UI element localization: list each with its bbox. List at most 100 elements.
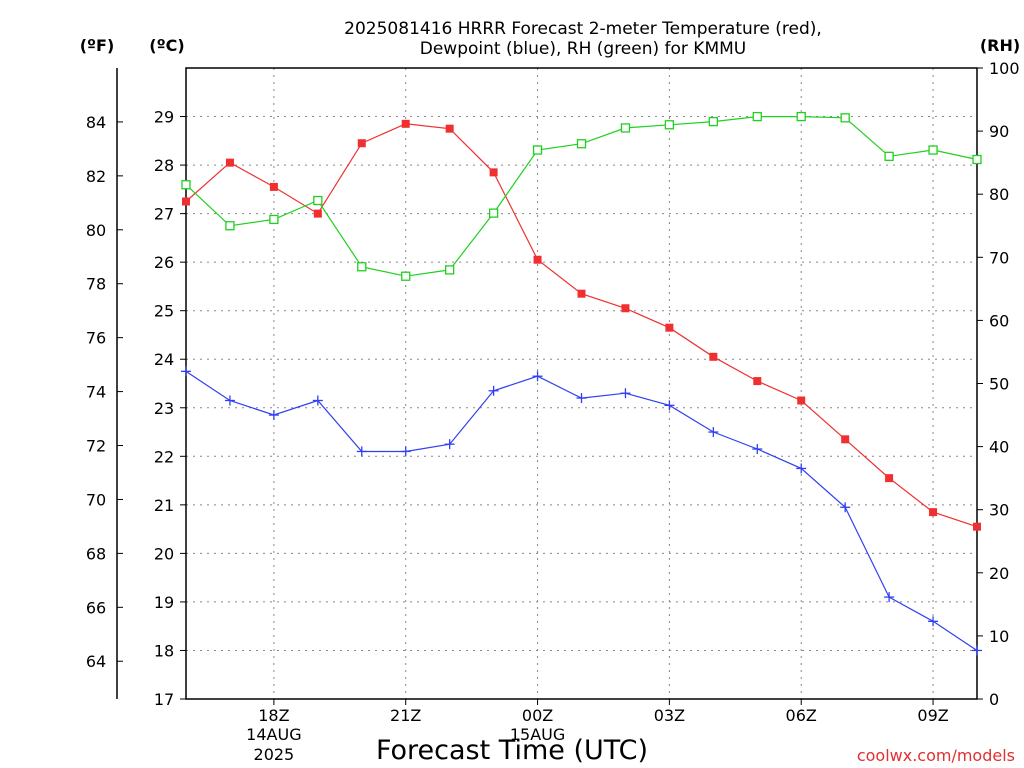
rh-point [840,113,850,123]
rh-tick-label: 20 [989,564,1009,583]
dewpoint-point [928,616,939,627]
rh-point [708,116,718,127]
dewpoint-point [620,388,631,399]
chart-subtitle: Dewpoint (blue), RH (green) for KMMU [420,39,747,59]
rh-point [225,221,235,231]
tick-labels: 17 18 19 20 21 22 23 24 25 26 27 28 29 64 66 68 70 72 74 76… [86,59,1020,764]
rh-point [488,208,499,218]
x-tick-label: 21Z [390,706,421,725]
rh-tick-label: 10 [989,627,1009,646]
axes [116,67,978,700]
temperature-point [577,289,586,298]
rh-point [752,111,762,122]
temperature-point [533,255,542,264]
rh-tick-label: 30 [989,501,1009,520]
temperature-point [401,119,410,128]
temperature-point [841,435,850,444]
dewpoint-point [972,645,982,656]
celsius-tick-label: 24 [154,350,174,369]
temperature-point [885,474,894,483]
fahrenheit-tick-label: 66 [86,598,106,617]
rh-point [181,180,191,190]
rh-tick-label: 0 [989,690,999,709]
dewpoint-point [884,592,895,603]
celsius-tick-label: 19 [154,593,174,612]
temperature-point [973,522,981,531]
temperature-point [621,304,630,313]
celsius-tick-label: 26 [154,253,174,272]
temperature-point [225,158,234,167]
rh-point [401,271,411,281]
dewpoint-point [796,463,807,474]
x-tick-label: 09Z [917,706,948,725]
fahrenheit-tick-label: 80 [86,221,106,240]
rh-axis-label: (RH) [980,36,1020,55]
dewpoint-point [576,393,587,404]
temperature-line [185,123,978,528]
rh-point [884,151,894,161]
dewpoint-point [664,400,675,411]
celsius-tick-label: 21 [154,496,174,515]
x-tick-label: 06Z [786,706,817,725]
celsius-tick-label: 22 [154,447,174,466]
x-tick-date: 14AUG [246,725,301,744]
dewpoint-point [400,446,411,457]
fahrenheit-tick-label: 78 [86,275,106,294]
rh-point [972,154,982,165]
watermark: coolwx.com/models [857,746,1015,765]
rh-tick-label: 50 [989,375,1009,394]
rh-tick-label: 80 [989,185,1009,204]
dewpoint-point [312,395,323,406]
temperature-point [357,139,366,148]
fahrenheit-tick-label: 74 [86,383,106,402]
x-tick-label: 00Z [522,706,553,725]
dewpoint-point [708,427,719,438]
fahrenheit-tick-label: 68 [86,544,106,563]
dewpoint-point [752,444,763,455]
plot-frame [185,67,978,700]
fahrenheit-axis-label: (ºF) [80,36,115,55]
temperature-point [489,168,498,177]
dewpoint-point [532,371,543,382]
rh-tick-label: 90 [989,122,1009,141]
series [181,111,982,656]
temperature-point [797,396,806,405]
rh-point [445,265,455,275]
rh-tick-label: 40 [989,438,1009,457]
rh-point [532,145,543,155]
rh-point [576,139,587,149]
rh-point [928,145,938,155]
temperature-point [709,352,718,361]
temperature-point [182,197,190,206]
celsius-axis-label: (ºC) [149,36,184,55]
rh-point [796,111,806,122]
rh-point [313,195,323,206]
dewpoint-point [268,410,279,421]
dewpoint-point [840,502,851,513]
dewpoint-point [356,446,367,457]
fahrenheit-tick-label: 72 [86,437,106,456]
fahrenheit-tick-label: 70 [86,490,106,509]
fahrenheit-tick-label: 82 [86,167,106,186]
temperature-point [753,377,762,386]
chart-title: 2025081416 HRRR Forecast 2-meter Tempera… [344,19,822,39]
temperature-point [929,508,938,517]
celsius-tick-label: 23 [154,399,174,418]
celsius-tick-label: 28 [154,156,174,175]
x-tick-label: 03Z [654,706,685,725]
x-tick-year: 2025 [254,745,295,764]
temperature-point [665,323,674,332]
dewpoint-point [488,385,499,396]
rh-point [620,123,631,133]
rh-point [357,262,367,272]
celsius-tick-label: 29 [154,108,174,127]
series-rh [181,111,982,281]
celsius-tick-label: 25 [154,302,174,321]
dewpoint-point [181,366,191,377]
fahrenheit-tick-label: 84 [86,113,106,132]
series-dewpoint [181,366,982,656]
rh-point [664,120,675,130]
rh-tick-label: 100 [989,59,1020,78]
x-tick-label: 18Z [258,706,289,725]
